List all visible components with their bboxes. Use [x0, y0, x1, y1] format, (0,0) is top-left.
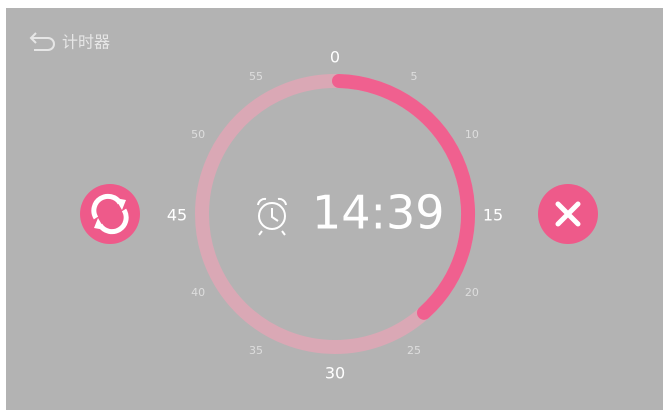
timer-time: 14:39	[312, 186, 445, 240]
reset-button[interactable]	[80, 184, 140, 244]
dial-label: 50	[191, 128, 205, 141]
dial-label: 10	[465, 128, 479, 141]
reset-circle	[80, 184, 140, 244]
back-button[interactable]: 计时器	[29, 32, 110, 52]
dial-label: 5	[411, 70, 418, 83]
reset-arrows	[94, 198, 126, 230]
dial-label: 35	[249, 344, 263, 357]
dial-label: 20	[465, 286, 479, 299]
dial-label: 40	[191, 286, 205, 299]
dial-label: 0	[330, 48, 340, 67]
alarm-icon	[257, 197, 287, 236]
back-icon	[29, 32, 55, 51]
dial-labels: 0 5 10 15 20 25 30 35 40 45 50 55	[167, 48, 503, 383]
dial-label: 15	[483, 206, 503, 225]
dial-label: 30	[325, 364, 345, 383]
dial-label: 25	[407, 344, 421, 357]
close-icon	[555, 201, 581, 227]
progress-arc	[332, 74, 476, 320]
close-button[interactable]	[538, 184, 598, 244]
dial-label: 55	[249, 70, 263, 83]
header-title: 计时器	[62, 33, 110, 52]
dial-label: 45	[167, 206, 187, 225]
